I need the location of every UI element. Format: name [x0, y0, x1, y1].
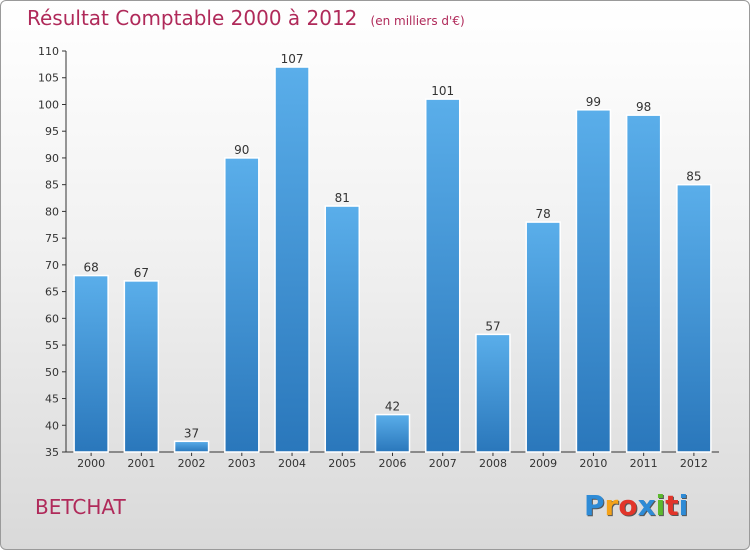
- bar-value-label: 107: [281, 52, 304, 66]
- y-tick-label: 70: [45, 259, 59, 272]
- x-tick-label: 2012: [680, 457, 708, 470]
- logo-letter: o: [618, 489, 638, 522]
- bar: [73, 274, 109, 453]
- bar-value-label: 90: [234, 143, 249, 157]
- y-tick-label: 65: [45, 286, 59, 299]
- y-tick-label: 35: [45, 446, 59, 459]
- x-tick-label: 2003: [228, 457, 256, 470]
- y-tick-label: 50: [45, 366, 59, 379]
- logo-letter: i: [678, 489, 689, 522]
- x-tick-label: 2008: [479, 457, 507, 470]
- bar-value-label: 101: [431, 84, 454, 98]
- bar-value-label: 68: [83, 261, 98, 275]
- bar-value-label: 81: [335, 191, 350, 205]
- y-tick-label: 110: [38, 45, 59, 58]
- y-tick-label: 75: [45, 232, 59, 245]
- chart-title-block: Résultat Comptable 2000 à 2012 (en milli…: [27, 6, 465, 30]
- bar: [374, 413, 411, 453]
- bar-value-label: 99: [586, 95, 601, 109]
- bar-value-label: 67: [134, 266, 149, 280]
- bar: [224, 157, 260, 453]
- y-tick-label: 45: [45, 393, 59, 406]
- bar: [173, 440, 210, 453]
- x-tick-label: 2005: [328, 457, 356, 470]
- x-tick-label: 2004: [278, 457, 306, 470]
- y-tick-label: 40: [45, 419, 59, 432]
- bar: [525, 221, 561, 453]
- proxiti-logo: Proxiti: [584, 489, 688, 522]
- y-tick-label: 55: [45, 339, 59, 352]
- x-tick-label: 2001: [127, 457, 155, 470]
- logo-letter: r: [604, 489, 619, 522]
- y-tick-label: 100: [38, 98, 59, 111]
- bar: [625, 114, 662, 453]
- y-tick-label: 80: [45, 205, 59, 218]
- bar-value-label: 57: [485, 319, 500, 333]
- x-tick-label: 2000: [77, 457, 105, 470]
- bar: [274, 66, 310, 453]
- bar-value-label: 85: [686, 170, 701, 184]
- x-tick-label: 2011: [630, 457, 658, 470]
- chart-title: Résultat Comptable 2000 à 2012: [27, 6, 358, 30]
- logo-letter: P: [584, 489, 605, 522]
- y-tick-label: 105: [38, 72, 59, 85]
- bar: [575, 109, 612, 453]
- logo-letter: i: [655, 489, 666, 522]
- bar-value-label: 37: [184, 426, 199, 440]
- bar: [676, 183, 712, 453]
- x-tick-label: 2010: [579, 457, 607, 470]
- bar: [324, 205, 361, 453]
- bar: [123, 280, 160, 453]
- bar-value-label: 98: [636, 100, 651, 114]
- bar-value-label: 42: [385, 400, 400, 414]
- x-tick-label: 2007: [429, 457, 457, 470]
- x-tick-label: 2002: [178, 457, 206, 470]
- bar: [424, 98, 461, 453]
- bar: [475, 333, 511, 453]
- logo-letter: x: [637, 489, 656, 522]
- logo-letter: t: [665, 489, 679, 522]
- y-tick-label: 60: [45, 312, 59, 325]
- x-tick-label: 2006: [379, 457, 407, 470]
- y-tick-label: 95: [45, 125, 59, 138]
- bar-value-label: 78: [536, 207, 551, 221]
- chart-subtitle: (en milliers d'€): [370, 14, 465, 28]
- commune-name: BETCHAT: [35, 495, 126, 519]
- y-tick-label: 90: [45, 152, 59, 165]
- x-tick-label: 2009: [529, 457, 557, 470]
- y-tick-label: 85: [45, 179, 59, 192]
